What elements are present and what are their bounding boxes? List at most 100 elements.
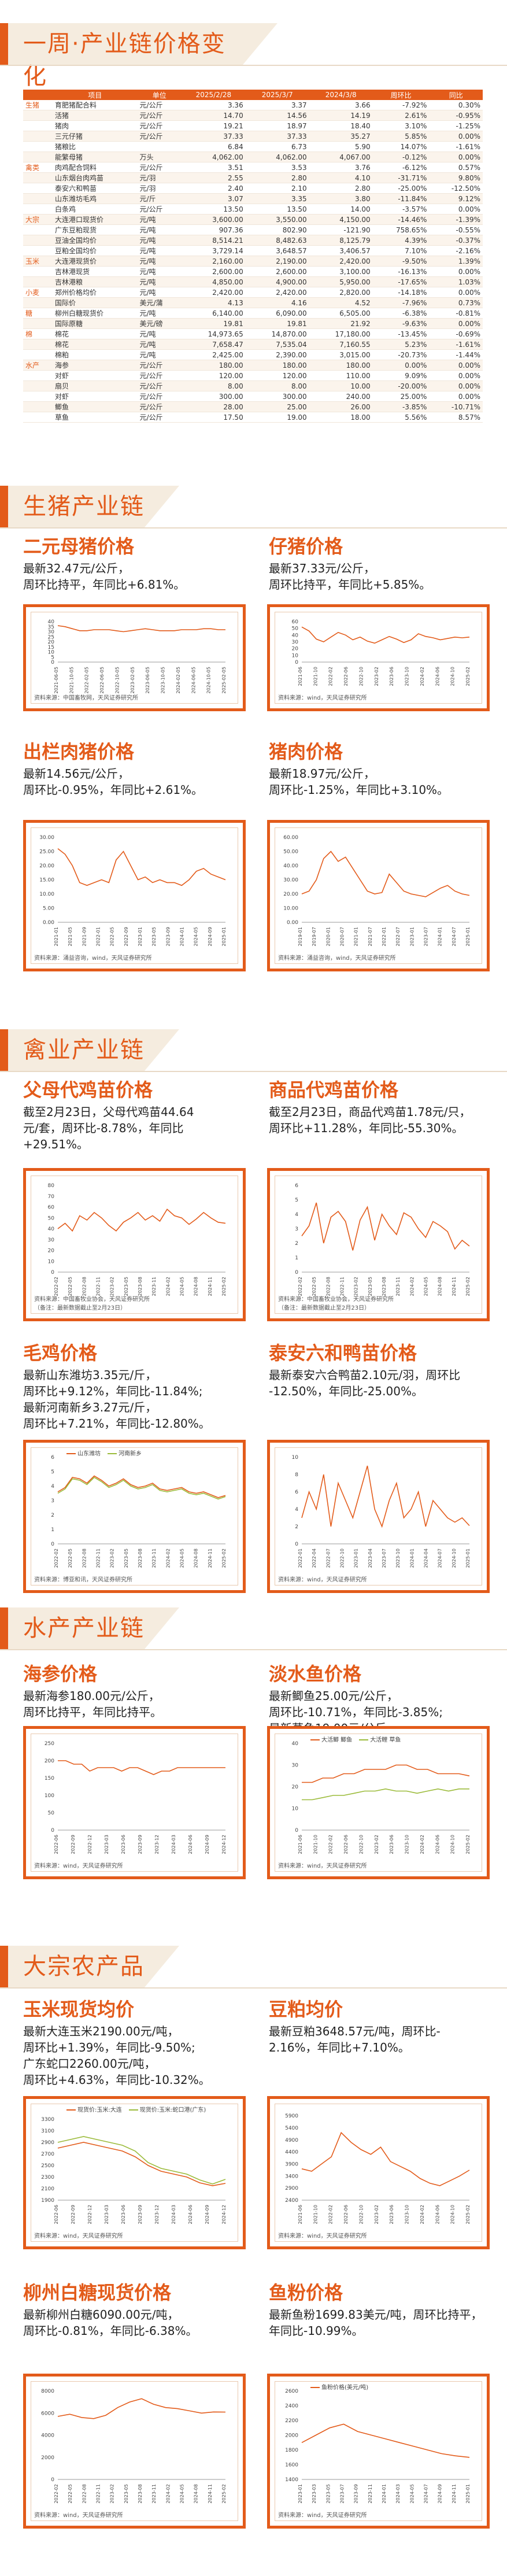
table-row: 国际价 美元/蒲 4.13 4.16 4.52 -7.96% 0.73%: [23, 297, 483, 308]
x-tick-label: 2025-01: [465, 2484, 471, 2503]
y-tick-label: 4: [295, 1212, 298, 1218]
x-tick-label: 2023-05: [325, 2484, 331, 2503]
table-cell: 2.80: [245, 172, 309, 183]
y-tick-label: 5.00: [43, 906, 54, 912]
y-tick-label: 4: [51, 1484, 54, 1490]
y-tick-label: 0: [295, 1828, 298, 1834]
table-category-cell: [23, 245, 53, 256]
y-tick-label: 2: [51, 1513, 54, 1518]
table-header-cell: 项目: [52, 90, 138, 100]
table-cell: -14.18%: [372, 287, 430, 298]
table-category-cell: [23, 391, 53, 402]
x-tick-label: 2023-07: [424, 927, 429, 946]
x-tick-label: 2025-02: [465, 1277, 471, 1296]
legend-label: 现货价:玉米:大连: [77, 2107, 122, 2113]
table-cell: 17,180.00: [309, 328, 373, 339]
table-category-cell: 大宗: [23, 214, 53, 225]
table-cell: 2,820.00: [309, 287, 373, 298]
x-tick-label: 2024-12: [221, 2205, 227, 2224]
chart-card-c11: 玉米现货均价 最新大连玉米2190.00元/吨， 周环比+1.39%，年同比-9.…: [23, 1998, 243, 2088]
chart-card-c1: 二元母猪价格 最新32.47元/公斤， 周环比持平，年同比+6.81%。: [23, 535, 243, 593]
table-cell: 6,090.00: [245, 308, 309, 319]
y-tick-label: 20: [292, 1784, 299, 1790]
banner-cut: [145, 486, 179, 527]
y-tick-label: 0: [295, 660, 298, 666]
x-tick-label: 2023-10: [405, 2205, 410, 2224]
table-cell: 万头: [137, 151, 182, 162]
table-cell: 0.00%: [429, 151, 483, 162]
table-cell: 元/吨: [137, 349, 182, 360]
banner-edge: [0, 23, 8, 65]
x-tick-label: 2024-09: [205, 2205, 210, 2224]
series-line: [301, 626, 470, 644]
table-row: 广东豆粕现货 元/吨 907.36 802.90 -121.90 758.65% -0.55…: [23, 224, 483, 235]
table-cell: 0.00%: [429, 391, 483, 402]
x-tick-label: 2023-06: [389, 2205, 394, 2224]
table-cell: -1.61%: [429, 141, 483, 152]
y-tick-label: 30: [48, 1237, 55, 1243]
x-tick-label: 2024-08: [438, 1277, 443, 1296]
table-category-cell: [23, 370, 53, 381]
section-banner-bulk: 大宗农产品: [0, 1946, 179, 1987]
table-row: 能繁母猪 万头 4,062.00 4,062.00 4,067.00 -0.12% 0.00…: [23, 151, 483, 162]
table-cell: -25.00%: [372, 183, 430, 194]
table-row: 三元仔猪 元/公斤 37.33 37.33 35.27 5.85% 0.00%: [23, 131, 483, 142]
x-tick-label: 2021-01: [54, 927, 59, 946]
table-cell: -1.39%: [429, 214, 483, 225]
table-category-cell: 小麦: [23, 287, 53, 298]
table-row: 白条鸡 元/公斤 13.50 13.50 14.00 -3.57% 0.00%: [23, 204, 483, 215]
chart-source: 资料来源：wind，天风证券研究所: [278, 2233, 367, 2239]
chart-title: 商品代鸡苗价格: [269, 1079, 399, 1101]
x-tick-label: 2023-03: [312, 2484, 317, 2503]
table-cell: 豆粕全国均价: [52, 245, 138, 256]
x-tick-label: 2022-12: [87, 2205, 92, 2224]
table-row: 生猪 育肥猪配合料 元/公斤 3.36 3.37 3.66 -7.92% 0.30%: [23, 100, 483, 110]
table-row: 吉林港粮 元/吨 4,850.00 4,900.00 5,950.00 -17.65% 1.…: [23, 276, 483, 287]
chart-inner-border: [31, 2381, 238, 2521]
legend-swatch: [66, 1453, 76, 1454]
x-tick-label: 2022-08: [325, 1277, 331, 1296]
table-cell: -0.55%: [429, 224, 483, 235]
table-cell: 19.00: [245, 412, 309, 423]
table-cell: 3.66: [309, 100, 373, 110]
table-cell: -0.12%: [372, 151, 430, 162]
y-tick-label: 2000: [285, 2433, 298, 2439]
x-tick-label: 2022-06: [343, 2205, 349, 2224]
table-cell: -2.16%: [429, 245, 483, 256]
table-cell: 180.00: [309, 360, 373, 371]
y-tick-label: 30: [292, 640, 299, 645]
y-tick-label: 3400: [285, 2174, 298, 2179]
x-tick-label: 2022-06: [54, 2205, 59, 2224]
table-header-cell: 周环比: [372, 90, 430, 100]
y-tick-label: 25: [48, 634, 54, 640]
x-tick-label: 2022-11: [340, 1277, 345, 1296]
x-tick-label: 2022-06-05: [99, 667, 105, 694]
chart-frame: 0.00 5.00 10.00 15.00 20.00 25.00 30.00 2021-01…: [23, 820, 246, 971]
x-tick-label: 2024-08: [194, 2484, 199, 2503]
x-tick-label: 2022-02: [298, 1277, 303, 1296]
table-cell: 元/吨: [137, 339, 182, 350]
table-cell: -0.69%: [429, 328, 483, 339]
x-tick-label: 2022-05: [68, 1548, 73, 1568]
y-tick-label: 3300: [41, 2117, 54, 2123]
x-tick-label: 2023-09: [138, 1835, 143, 1854]
chart-inner-border: [31, 1734, 238, 1872]
table-row: 棉花 元/吨 7,658.47 7,535.04 7,160.55 5.23% -1.61%: [23, 339, 483, 350]
x-tick-label: 2025-02: [465, 2205, 471, 2224]
chart-frame: 1900 2100 2300 2500 2700 2900 3100 3300 2022-06 2…: [23, 2096, 246, 2249]
x-tick-label: 2023-03: [104, 2205, 109, 2224]
table-cell: 元/吨: [137, 287, 182, 298]
x-tick-label: 2023-02-05: [130, 667, 135, 694]
table-cell: 14.07%: [372, 141, 430, 152]
y-tick-label: 2700: [41, 2152, 54, 2157]
table-cell: 0.73%: [429, 297, 483, 308]
x-tick-label: 2024-10: [450, 2205, 456, 2224]
x-tick-label: 2022-06: [54, 1835, 59, 1854]
y-tick-label: 10: [292, 1806, 299, 1812]
x-tick-label: 2023-08: [138, 1277, 143, 1296]
table-row: 猪肉 元/公斤 19.21 18.97 18.40 3.10% -1.25%: [23, 120, 483, 131]
table-cell: 37.33: [245, 131, 309, 142]
table-cell: 3,550.00: [245, 214, 309, 225]
chart-source: 资料来源：博亚和讯，天风证券研究所: [34, 1577, 132, 1583]
y-tick-label: 30.00: [39, 835, 54, 841]
